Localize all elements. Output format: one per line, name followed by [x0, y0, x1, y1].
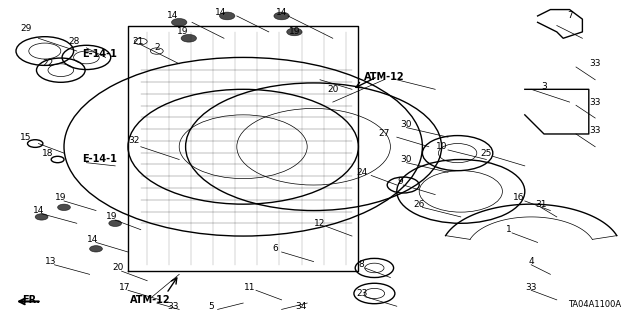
Circle shape [274, 12, 289, 20]
Text: 12: 12 [314, 219, 326, 228]
Text: E-14-1: E-14-1 [82, 49, 116, 59]
Circle shape [172, 19, 187, 26]
Text: 1: 1 [506, 225, 511, 234]
Text: 17: 17 [119, 283, 131, 292]
Text: E-14-1: E-14-1 [82, 154, 116, 165]
Text: 6: 6 [273, 244, 278, 253]
Text: 4: 4 [529, 257, 534, 266]
Circle shape [35, 214, 48, 220]
Text: 33: 33 [589, 98, 601, 107]
Text: 18: 18 [42, 149, 54, 158]
Text: 15: 15 [20, 133, 31, 142]
Text: 13: 13 [45, 257, 57, 266]
Text: 26: 26 [413, 200, 425, 209]
Text: 29: 29 [20, 24, 31, 33]
Text: 9: 9 [397, 177, 403, 186]
Circle shape [58, 204, 70, 211]
Text: ATM-12: ATM-12 [364, 71, 404, 82]
Text: 19: 19 [106, 212, 118, 221]
Text: 19: 19 [177, 27, 188, 36]
Text: 20: 20 [327, 85, 339, 94]
Text: 28: 28 [68, 37, 79, 46]
Text: 33: 33 [167, 302, 179, 311]
Text: 14: 14 [33, 206, 44, 215]
Text: 19: 19 [55, 193, 67, 202]
Circle shape [90, 246, 102, 252]
Text: 14: 14 [87, 235, 99, 244]
Text: 33: 33 [525, 283, 537, 292]
Text: 30: 30 [401, 120, 412, 129]
Text: 31: 31 [535, 200, 547, 209]
Text: 2: 2 [154, 43, 159, 52]
Text: 11: 11 [244, 283, 255, 292]
Text: 27: 27 [378, 130, 390, 138]
Text: FR.: FR. [22, 295, 40, 305]
Text: 14: 14 [215, 8, 227, 17]
Text: 16: 16 [513, 193, 524, 202]
Text: 14: 14 [167, 11, 179, 20]
Text: 19: 19 [289, 27, 300, 36]
Text: 21: 21 [132, 37, 143, 46]
Circle shape [220, 12, 235, 20]
Text: 22: 22 [42, 59, 54, 68]
Circle shape [181, 34, 196, 42]
Text: 34: 34 [295, 302, 307, 311]
Text: 14: 14 [276, 8, 287, 17]
Text: 25: 25 [481, 149, 492, 158]
Text: 23: 23 [356, 289, 367, 298]
Text: 10: 10 [436, 142, 447, 151]
Text: 32: 32 [129, 136, 140, 145]
Text: 5: 5 [209, 302, 214, 311]
Circle shape [287, 28, 302, 36]
Text: 33: 33 [589, 59, 601, 68]
Circle shape [109, 220, 122, 226]
Text: 33: 33 [589, 126, 601, 135]
Text: 3: 3 [541, 82, 547, 91]
Text: 7: 7 [567, 11, 572, 20]
Text: 20: 20 [113, 263, 124, 272]
Text: TA04A1100A: TA04A1100A [568, 300, 621, 309]
Text: 30: 30 [401, 155, 412, 164]
Text: ATM-12: ATM-12 [130, 295, 171, 305]
Text: 24: 24 [356, 168, 367, 177]
Text: 8: 8 [359, 260, 364, 269]
